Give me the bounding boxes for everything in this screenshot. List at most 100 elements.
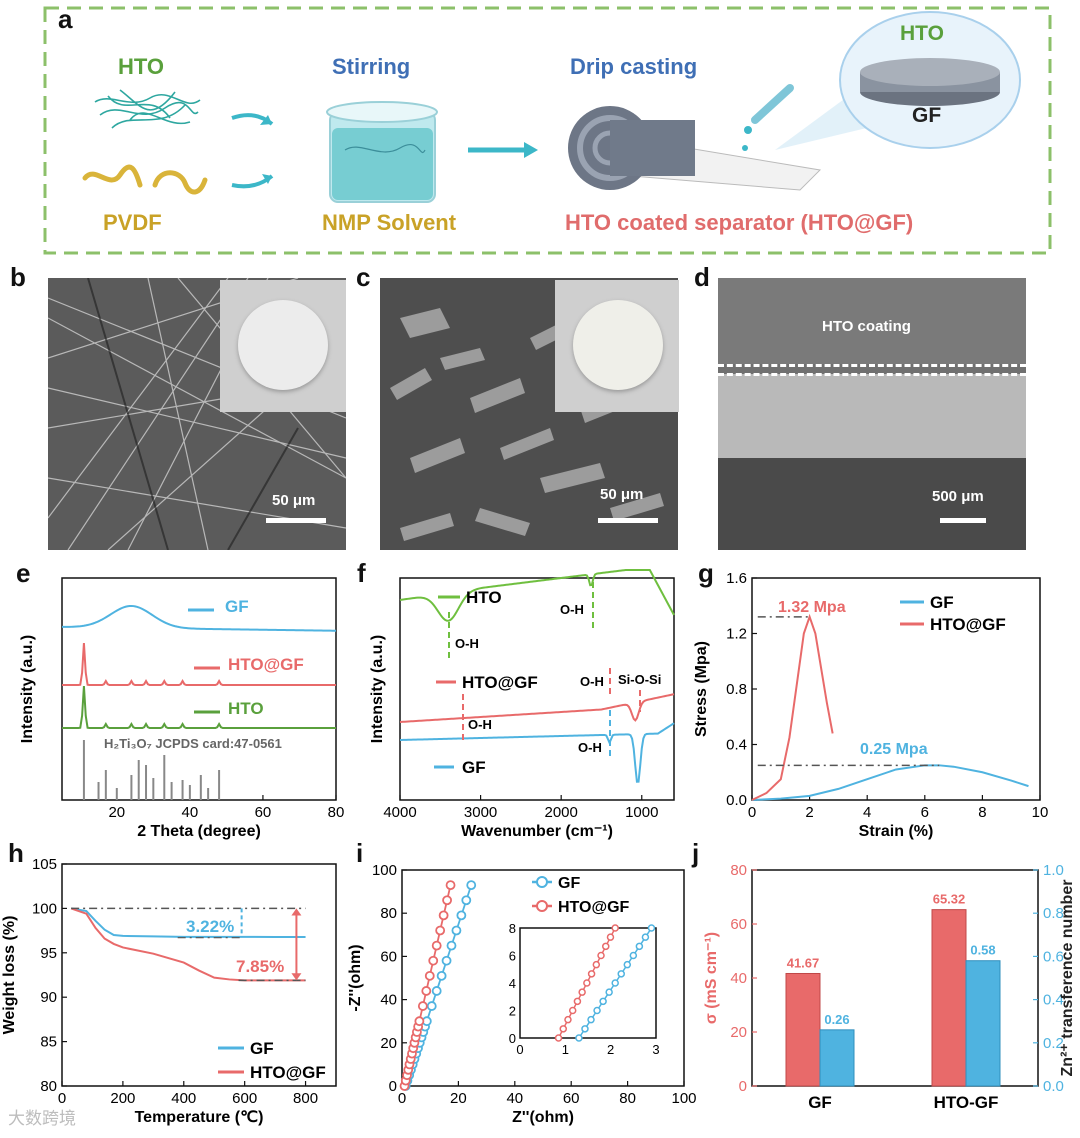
dashed-line [718, 364, 1026, 367]
scale-bar [266, 518, 326, 523]
dashed-line [718, 373, 1026, 376]
stirring-label: Stirring [332, 54, 411, 79]
xrd-series-hto [62, 685, 336, 729]
peak-annotation: O-H [468, 717, 492, 732]
beaker-icon [326, 101, 438, 203]
peak-annotation: O-H [580, 674, 604, 689]
y-tick-label: 0.8 [726, 681, 747, 698]
arrow-head-icon [291, 908, 302, 916]
bar-transference [965, 960, 1001, 1087]
x-axis-label: Wavenumber (cm⁻¹) [461, 823, 613, 840]
y-axis-label: Intensity (a.u.) [369, 635, 386, 743]
peak-annotation: O-H [560, 602, 584, 617]
legend-label: GF [558, 875, 580, 892]
gf-layer [718, 374, 1026, 458]
panel-letter: i [356, 838, 364, 868]
legend-label: GF [250, 1039, 274, 1058]
inset-point [617, 970, 625, 978]
inset-point [578, 988, 586, 996]
scale-bar-label: 50 μm [600, 486, 644, 503]
inset-x-tick-label: 0 [516, 1042, 523, 1057]
y-tick-label: 40 [730, 970, 747, 987]
panel-letter: j [692, 838, 700, 868]
x-tick-label: 80 [328, 804, 345, 821]
category-label: GF [808, 1093, 832, 1112]
panel-letter: h [8, 838, 24, 868]
nyquist-point [414, 1016, 425, 1027]
y-tick-label: 100 [372, 862, 397, 879]
plot-frame [401, 869, 685, 1087]
legend-label: HTO [228, 699, 264, 718]
inset-point [647, 924, 656, 932]
x-tick-label: 40 [506, 1090, 523, 1107]
panel-a: a HTO PVDF Stirring NMP Solvent Drip cas… [0, 0, 1080, 262]
legend-label: HTO@GF [462, 673, 538, 692]
y2-tick-label: 1.0 [1043, 862, 1064, 879]
inset-x-tick-label: 1 [562, 1042, 569, 1057]
hto-label: HTO [118, 54, 165, 79]
x-tick-label: 8 [978, 804, 986, 821]
sem-image-cross-section [718, 278, 1026, 550]
x-tick-label: 100 [671, 1090, 696, 1107]
panel-letter: f [357, 558, 366, 588]
max-stress-label: 0.25 Mpa [860, 741, 928, 758]
y-tick-label: 100 [32, 900, 57, 917]
y-tick-label: 20 [380, 1035, 397, 1052]
ftir-series-hto-gf [399, 693, 675, 723]
nyquist-point [436, 970, 447, 981]
inset-point [564, 1015, 572, 1024]
panel-letter: g [698, 558, 714, 588]
y-tick-label: 20 [730, 1024, 747, 1041]
y-tick-label: 1.2 [726, 626, 747, 643]
bar-value-label: 0.58 [970, 943, 995, 958]
y-tick-label: 90 [40, 989, 57, 1006]
panel-letter: a [58, 4, 73, 34]
inset-point [583, 979, 591, 987]
separator-roll-icon [568, 106, 822, 191]
nyquist-point [451, 925, 462, 936]
legend-marker [536, 900, 548, 912]
inset-point [554, 1034, 563, 1042]
x-axis-label: Strain (%) [859, 823, 934, 840]
bar-conductivity [931, 909, 967, 1087]
inset-point [629, 951, 638, 960]
y-tick-label: 95 [40, 945, 57, 962]
x-tick-label: 0 [748, 804, 756, 821]
separator-disc [238, 300, 328, 390]
inset-point [592, 960, 601, 969]
nyquist-point [421, 986, 432, 996]
nyquist-point [435, 925, 446, 936]
inset-point [606, 933, 615, 941]
legend-marker [536, 876, 548, 888]
nyquist-point [466, 880, 477, 891]
x-tick-label: 10 [1032, 804, 1049, 821]
pvdf-squiggle-icon [82, 164, 143, 188]
inset-point [611, 979, 619, 987]
x-tick-label: 2000 [544, 804, 577, 821]
dropper-icon [742, 84, 794, 151]
x-tick-label: 60 [255, 804, 272, 821]
watermark: 大数跨境 [8, 1109, 76, 1129]
category-label: HTO-GF [934, 1093, 999, 1112]
legend-label: HTO@GF [930, 615, 1006, 634]
nyquist-point [441, 955, 452, 966]
x-tick-label: 800 [293, 1090, 318, 1107]
scale-bar-label: 50 μm [272, 492, 316, 509]
bar-conductivity [785, 972, 821, 1087]
panel-letter: e [16, 558, 31, 588]
tga-series-gf [70, 907, 306, 938]
nyquist-point [426, 1001, 437, 1011]
x-tick-label: 0 [58, 1090, 66, 1107]
ftir-series-gf [399, 722, 675, 783]
scheme-border [43, 6, 1052, 255]
y-tick-label: 1.6 [726, 570, 747, 587]
inset-point [611, 924, 619, 932]
x-axis-label: 2 Theta (degree) [137, 823, 261, 840]
inset-point [581, 1025, 589, 1033]
inset-point [605, 988, 613, 996]
y-tick-label: 0 [389, 1078, 397, 1095]
y-tick-label: 0 [739, 1078, 747, 1095]
sem-image-gf [48, 278, 346, 550]
legend-label: GF [930, 593, 954, 612]
legend-label: HTO [466, 588, 502, 607]
